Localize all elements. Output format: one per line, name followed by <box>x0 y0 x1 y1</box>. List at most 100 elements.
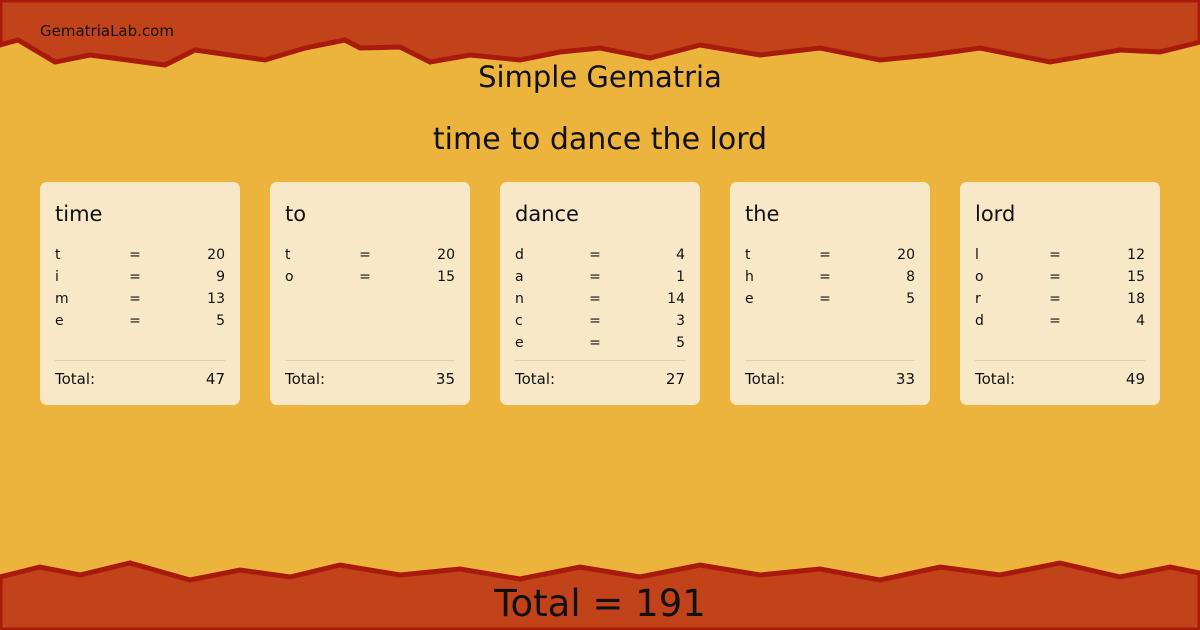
letter-row: o = 15 <box>975 266 1145 288</box>
letter-row: m = 13 <box>55 288 225 310</box>
letter: d <box>515 247 524 263</box>
divider <box>285 360 455 361</box>
top-banner <box>0 0 1200 68</box>
letter: d <box>975 313 984 329</box>
letter-value: 8 <box>906 269 915 285</box>
letter: e <box>515 335 524 351</box>
letter: t <box>745 247 751 263</box>
letter: n <box>515 291 524 307</box>
word-card: lord l = 12 o = 15 r = 18 d = 4 Total: 4… <box>960 182 1160 405</box>
total-value: 33 <box>895 370 915 388</box>
letter-row: d = 4 <box>975 310 1145 332</box>
letter-row: i = 9 <box>55 266 225 288</box>
equals-sign: = <box>589 247 601 263</box>
letter-row: c = 3 <box>515 310 685 332</box>
equals-sign: = <box>359 269 371 285</box>
letter-list: t = 20 i = 9 m = 13 e = 5 <box>55 244 225 332</box>
phrase: time to dance the lord <box>432 122 768 157</box>
total-label: Total: <box>975 370 1016 388</box>
letter-row: h = 8 <box>745 266 915 288</box>
letter-value: 20 <box>207 247 225 263</box>
letter: r <box>975 291 981 307</box>
letter: l <box>975 247 979 263</box>
letter-value: 18 <box>1127 291 1145 307</box>
letter-value: 4 <box>1136 313 1145 329</box>
total-label: Total: <box>55 370 96 388</box>
equals-sign: = <box>129 291 141 307</box>
equals-sign: = <box>129 313 141 329</box>
total-value: 47 <box>205 370 225 388</box>
word-title: time <box>55 202 103 226</box>
page-title: Simple Gematria <box>478 60 722 94</box>
equals-sign: = <box>1049 313 1061 329</box>
letter: i <box>55 269 59 285</box>
letter-value: 12 <box>1127 247 1145 263</box>
letter: m <box>55 291 69 307</box>
letter-row: d = 4 <box>515 244 685 266</box>
divider <box>975 360 1145 361</box>
letter-value: 14 <box>667 291 685 307</box>
letter-list: t = 20 o = 15 <box>285 244 455 288</box>
letter-value: 1 <box>676 269 685 285</box>
letter-value: 4 <box>676 247 685 263</box>
word-card: the t = 20 h = 8 e = 5 Total: 33 <box>730 182 930 405</box>
word-title: the <box>745 202 780 226</box>
letter-row: t = 20 <box>55 244 225 266</box>
equals-sign: = <box>359 247 371 263</box>
equals-sign: = <box>129 247 141 263</box>
total-label: Total: <box>515 370 556 388</box>
letter-row: t = 20 <box>285 244 455 266</box>
equals-sign: = <box>129 269 141 285</box>
word-title: dance <box>515 202 579 226</box>
total-label: Total: <box>745 370 786 388</box>
letter-row: a = 1 <box>515 266 685 288</box>
letter-value: 13 <box>207 291 225 307</box>
divider <box>515 360 685 361</box>
letter: e <box>55 313 64 329</box>
letter-list: l = 12 o = 15 r = 18 d = 4 <box>975 244 1145 332</box>
letter: t <box>55 247 61 263</box>
letter: h <box>745 269 754 285</box>
divider <box>745 360 915 361</box>
equals-sign: = <box>1049 269 1061 285</box>
letter: o <box>975 269 984 285</box>
letter-row: l = 12 <box>975 244 1145 266</box>
letter-list: d = 4 a = 1 n = 14 c = 3 e = 5 <box>515 244 685 354</box>
equals-sign: = <box>1049 291 1061 307</box>
letter: o <box>285 269 294 285</box>
bottom-banner <box>0 560 1200 630</box>
divider <box>55 360 225 361</box>
letter-row: e = 5 <box>745 288 915 310</box>
letter-value: 5 <box>906 291 915 307</box>
letter: c <box>515 313 523 329</box>
letter-list: t = 20 h = 8 e = 5 <box>745 244 915 310</box>
letter-value: 15 <box>1127 269 1145 285</box>
word-total: Total: 35 <box>285 370 455 388</box>
letter-value: 5 <box>676 335 685 351</box>
site-logo-link[interactable]: GematriaLab.com <box>40 22 174 40</box>
word-card: dance d = 4 a = 1 n = 14 c = 3 e = 5 Tot… <box>500 182 700 405</box>
word-total: Total: 47 <box>55 370 225 388</box>
letter-value: 20 <box>437 247 455 263</box>
equals-sign: = <box>589 269 601 285</box>
word-total: Total: 33 <box>745 370 915 388</box>
letter-row: e = 5 <box>515 332 685 354</box>
grand-total: Total = 191 <box>494 582 706 625</box>
letter-value: 20 <box>897 247 915 263</box>
letter-value: 5 <box>216 313 225 329</box>
word-card: time t = 20 i = 9 m = 13 e = 5 Total: 47 <box>40 182 240 405</box>
letter-value: 3 <box>676 313 685 329</box>
word-total: Total: 27 <box>515 370 685 388</box>
letter-row: e = 5 <box>55 310 225 332</box>
letter-row: o = 15 <box>285 266 455 288</box>
equals-sign: = <box>819 269 831 285</box>
word-total: Total: 49 <box>975 370 1145 388</box>
total-value: 49 <box>1125 370 1145 388</box>
word-title: lord <box>975 202 1016 226</box>
letter-value: 15 <box>437 269 455 285</box>
word-title: to <box>285 202 307 226</box>
letter: t <box>285 247 291 263</box>
letter-row: r = 18 <box>975 288 1145 310</box>
letter-row: n = 14 <box>515 288 685 310</box>
equals-sign: = <box>589 313 601 329</box>
